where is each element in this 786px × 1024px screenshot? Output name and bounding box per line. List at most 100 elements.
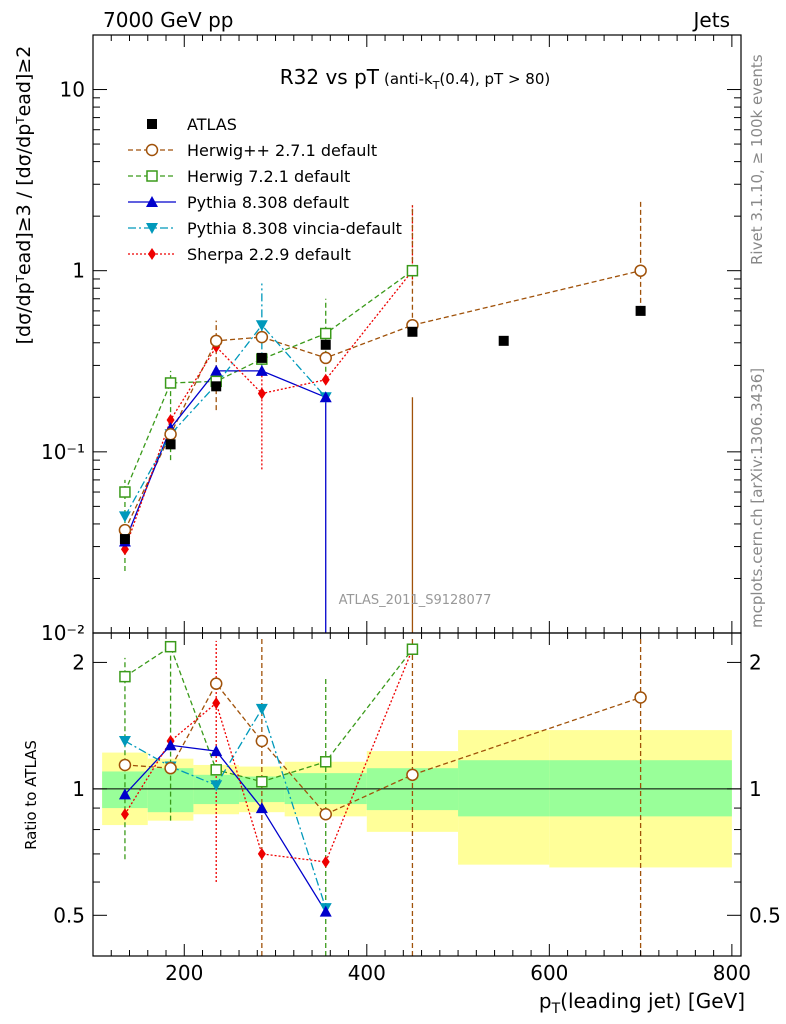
main-point-s3-3 <box>255 364 268 376</box>
ratio-y-axis-label: Ratio to ATLAS <box>22 740 40 850</box>
legend-label-2: Herwig 7.2.1 default <box>187 167 350 186</box>
main-point-s5-4 <box>321 373 330 386</box>
main-point-s2-0 <box>119 486 131 498</box>
x-axis-label-rest: (leading jet) [GeV] <box>560 989 745 1013</box>
x-axis-label: pT(leading jet) [GeV] <box>539 989 745 1017</box>
ratio-y-tick-label-left: 1 <box>72 777 85 801</box>
main-point-s0-2 <box>211 381 222 392</box>
ratio-series-line-1 <box>124 645 413 783</box>
legend-marker-2 <box>146 170 158 182</box>
main-point-s4-0 <box>118 511 131 523</box>
ratio-point-s1-1 <box>164 640 177 653</box>
ratio-point-s2-2 <box>210 745 223 757</box>
main-point-s1-6 <box>634 264 647 277</box>
ratio-point-s3-0 <box>118 735 131 747</box>
ratio-band-inner-6 <box>458 760 550 817</box>
legend-label-0: ATLAS <box>187 115 237 134</box>
ratio-y-tick-label-left: 2 <box>72 650 85 674</box>
ratio-point-s2-1 <box>164 739 177 751</box>
plot-title-main: R32 vs pT <box>280 65 380 89</box>
main-series-line-2 <box>124 270 413 493</box>
main-y-tick-label: 1 <box>72 259 85 283</box>
main-point-s0-4 <box>320 339 331 350</box>
main-point-s5-1 <box>166 413 175 426</box>
ratio-y-tick-label-right: 0.5 <box>749 903 781 927</box>
ratio-point-s0-1 <box>164 761 177 775</box>
main-point-s3-2 <box>210 364 223 376</box>
ratio-band-inner-1 <box>147 768 194 813</box>
legend-label-1: Herwig++ 2.7.1 default <box>187 141 377 160</box>
watermark: ATLAS_2011_S9128077 <box>339 593 492 608</box>
plot-title: R32 vs pT (anti-kT(0.4), pT > 80) <box>280 65 551 92</box>
ratio-point-s3-2 <box>210 780 223 792</box>
main-point-s0-6 <box>498 335 509 346</box>
ratio-point-s4-4 <box>321 855 330 868</box>
main-y-axis-label: [dσ/dpᵀead]≥3 / [dσ/dpᵀead]≥2 <box>13 46 35 345</box>
main-series-line-5 <box>124 270 413 550</box>
main-point-s2-4 <box>319 327 332 340</box>
main-plot-area: 10 1 10⁻¹ 10⁻² <box>41 34 742 645</box>
ratio-plot-area: 200 400 600 800 2 2 1 1 0.5 0.5 <box>53 632 781 985</box>
main-point-s4-3 <box>255 320 268 332</box>
legend-label-5: Sherpa 2.2.9 default <box>187 245 351 264</box>
ratio-point-s3-3 <box>255 703 268 715</box>
legend-marker-4 <box>146 223 158 234</box>
ratio-point-s1-4 <box>319 756 332 768</box>
legend: ATLAS Herwig++ 2.7.1 default Herwig 7.2.1 … <box>128 115 402 264</box>
main-point-s0-0 <box>119 534 130 545</box>
main-point-s1-3 <box>255 330 269 344</box>
ratio-point-s4-2 <box>212 697 221 710</box>
main-point-s5-3 <box>257 387 266 400</box>
header-right: Jets <box>692 8 730 32</box>
ratio-point-s2-3 <box>255 802 268 814</box>
ratio-point-s1-5 <box>406 643 419 655</box>
main-series-line-3 <box>124 370 326 542</box>
main-y-tick-label: 10 <box>60 78 85 102</box>
ratio-point-s0-2 <box>209 677 223 690</box>
main-y-tick-label: 10⁻¹ <box>41 440 85 464</box>
main-point-s1-2 <box>209 334 223 348</box>
header-left: 7000 GeV pp <box>103 8 234 32</box>
ratio-frame <box>92 632 742 957</box>
x-tick-label: 600 <box>530 961 568 985</box>
main-point-s0-7 <box>635 305 646 316</box>
main-point-s0-5 <box>407 326 418 337</box>
x-tick-label: 800 <box>713 961 751 985</box>
legend-marker-5 <box>148 248 156 260</box>
main-point-s2-5 <box>406 264 419 277</box>
main-point-s3-4 <box>319 391 332 403</box>
side-label-mcplots: mcplots.cern.ch [arXiv:1306.3436] <box>748 368 766 628</box>
main-point-s0-3 <box>256 352 267 363</box>
main-point-s0-1 <box>165 439 176 450</box>
main-point-s1-4 <box>319 351 332 365</box>
plot-title-sub-post: (0.4), pT > 80) <box>439 70 550 88</box>
ratio-point-s0-3 <box>255 734 269 748</box>
ratio-point-s0-0 <box>118 758 132 772</box>
ratio-point-s1-0 <box>119 670 131 683</box>
main-point-s1-0 <box>118 523 132 537</box>
main-point-s2-1 <box>164 377 177 389</box>
main-point-s1-1 <box>164 428 177 441</box>
legend-marker-1 <box>145 143 159 157</box>
side-label-rivet: Rivet 3.1.10, ≥ 100k events <box>748 54 766 265</box>
ratio-series-line-4 <box>124 648 414 863</box>
x-axis-label-p: p <box>539 989 552 1013</box>
ratio-point-s4-3 <box>257 847 266 860</box>
ratio-y-tick-label-right: 2 <box>749 650 762 674</box>
legend-marker-0 <box>147 119 157 129</box>
ratio-y-tick-label-right: 1 <box>749 777 762 801</box>
main-series-line-4 <box>124 324 327 517</box>
x-axis-label-sub: T <box>551 1001 561 1017</box>
ratio-point-s2-0 <box>118 788 131 800</box>
ratio-y-tick-label-left: 0.5 <box>53 903 85 927</box>
legend-label-4: Pythia 8.308 vincia-default <box>187 219 402 238</box>
ratio-point-s2-4 <box>319 905 332 917</box>
ratio-point-s1-2 <box>210 764 222 776</box>
ratio-point-s0-5 <box>406 768 419 782</box>
x-tick-label: 200 <box>165 961 203 985</box>
ratio-point-s0-4 <box>319 808 332 821</box>
plot-title-sub-sub: T <box>432 79 440 92</box>
ratio-point-s1-3 <box>256 775 268 788</box>
legend-marker-3 <box>146 196 158 207</box>
